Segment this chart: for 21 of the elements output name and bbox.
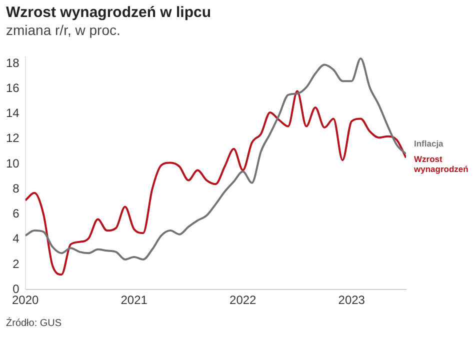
x-tick-label: 2021 (120, 293, 148, 308)
series-label: Inflacja (414, 138, 444, 148)
series-label: Wzrost wynagrodzeń (413, 154, 468, 174)
line-series (25, 90, 406, 276)
chart-subtitle: zmiana r/r, w proc. (6, 22, 120, 38)
chart-title: Wzrost wynagrodzeń w lipcu (6, 4, 212, 21)
x-tick-label: 2020 (12, 293, 40, 308)
x-tick-label: 2023 (338, 293, 366, 308)
y-tick-label: 12 (6, 131, 20, 146)
x-tick-label: 2022 (230, 293, 257, 308)
y-tick-label: 8 (12, 181, 20, 196)
y-tick-label: 0 (12, 282, 20, 296)
y-tick-label: 4 (12, 232, 20, 246)
text: Źródło: GUS (6, 318, 62, 329)
y-tick-label: 6 (12, 206, 20, 221)
y-tick-label: 10 (6, 156, 20, 170)
y-tick-label: 18 (6, 56, 20, 70)
line-series (25, 57, 406, 260)
y-tick-label: 2 (12, 256, 20, 271)
y-tick-label: 14 (6, 106, 20, 120)
y-tick-label: 16 (6, 80, 20, 95)
